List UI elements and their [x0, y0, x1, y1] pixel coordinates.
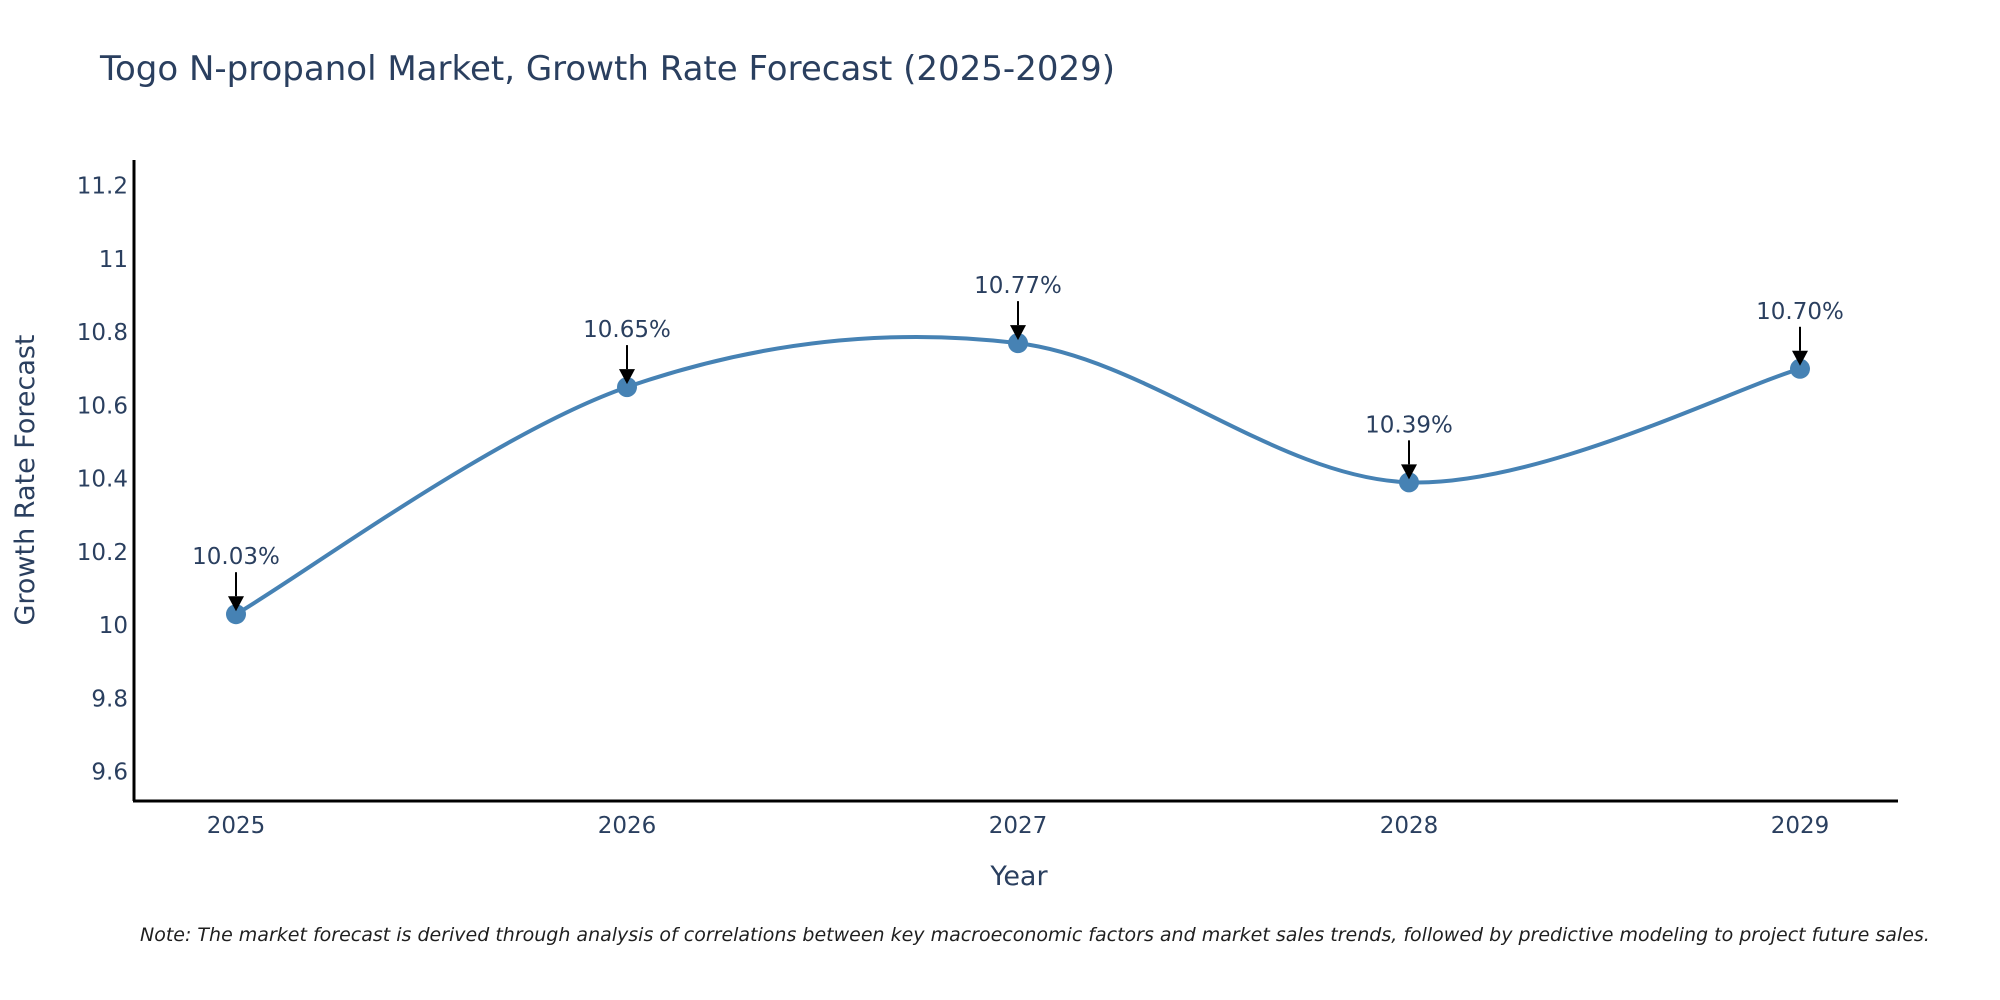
x-tick-label: 2028: [1380, 813, 1439, 839]
series-line-growth-rate: [234, 334, 1801, 616]
data-point-2029: [1790, 358, 1810, 379]
data-label: 10.65%: [583, 317, 671, 343]
footnote: Note: The market forecast is derived thr…: [140, 924, 1930, 946]
annotation-2025: 10.03%: [192, 544, 280, 612]
annotation-arrow-head: [1401, 464, 1417, 480]
y-tick-label: 10.2: [77, 540, 128, 566]
annotation-arrow-head: [1792, 350, 1808, 366]
data-point-2028: [1399, 472, 1419, 493]
data-point-2026: [617, 377, 637, 398]
x-axis-ticks: 2025 2026 2027 2028 2029: [207, 813, 1830, 839]
annotation-2029: 10.70%: [1756, 299, 1844, 366]
y-tick-label: 10.8: [77, 320, 128, 346]
x-axis-title: Year: [989, 861, 1048, 892]
y-axis-title: Growth Rate Forecast: [10, 334, 41, 625]
chart-title: Togo N-propanol Market, Growth Rate Fore…: [99, 49, 1115, 89]
data-annotations: 10.03% 10.65% 10.77% 10.39% 10.70%: [192, 273, 1844, 612]
x-tick-label: 2027: [989, 813, 1048, 839]
y-tick-label: 9.6: [91, 760, 128, 786]
annotation-arrow-head: [619, 369, 635, 385]
x-tick-label: 2025: [207, 813, 266, 839]
annotation-2028: 10.39%: [1365, 412, 1453, 480]
annotation-arrow-head: [228, 596, 244, 612]
annotation-2026: 10.65%: [583, 317, 671, 385]
annotation-arrow-head: [1010, 325, 1026, 341]
data-label: 10.03%: [192, 544, 280, 570]
y-tick-label: 9.8: [91, 686, 128, 712]
y-tick-label: 11.2: [77, 174, 128, 200]
x-tick-label: 2026: [598, 813, 657, 839]
data-point-2027: [1008, 333, 1028, 354]
data-markers: [226, 333, 1810, 625]
y-tick-label: 10.6: [77, 393, 128, 419]
data-point-2025: [226, 604, 246, 625]
y-axis-ticks: 9.6 9.8 10 10.2 10.4 10.6 10.8 11 11.2: [77, 174, 128, 786]
data-label: 10.77%: [974, 273, 1062, 299]
y-tick-label: 10: [99, 613, 128, 639]
annotation-2027: 10.77%: [974, 273, 1062, 341]
y-tick-label: 11: [99, 247, 128, 273]
data-label: 10.39%: [1365, 412, 1453, 438]
y-tick-label: 10.4: [77, 467, 128, 493]
data-label: 10.70%: [1756, 299, 1844, 325]
x-tick-label: 2029: [1771, 813, 1830, 839]
